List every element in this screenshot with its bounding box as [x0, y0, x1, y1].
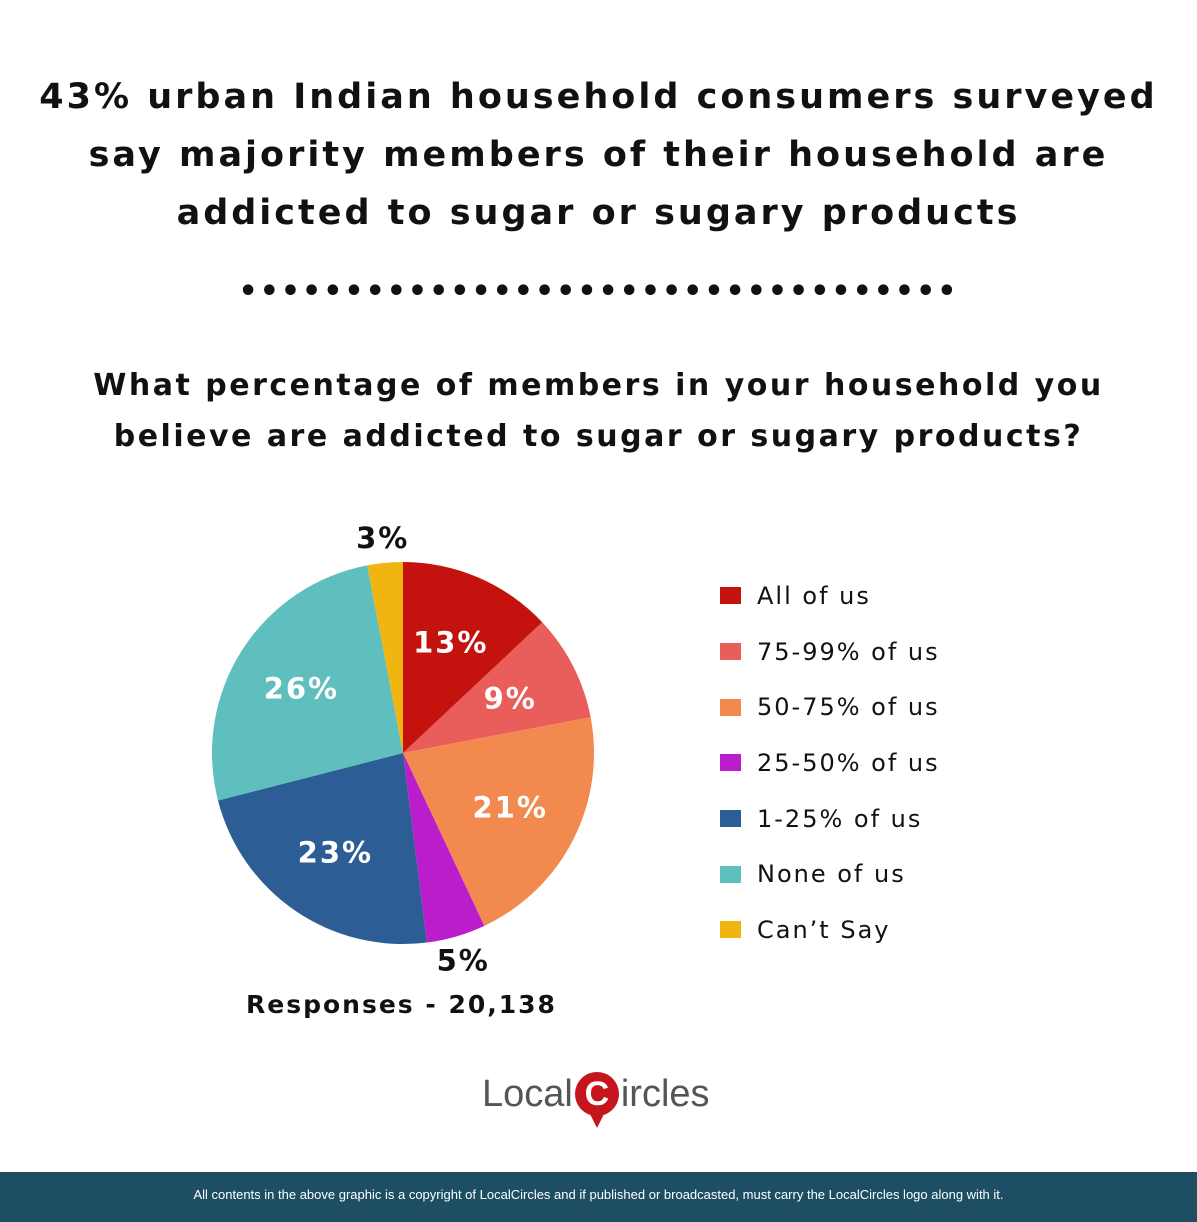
- copyright-footer: All contents in the above graphic is a c…: [0, 1172, 1197, 1222]
- legend-swatch: [720, 921, 741, 939]
- pie-slice-6: [367, 562, 403, 753]
- legend-swatch: [720, 754, 741, 772]
- localcircles-logo: Local C ircles: [482, 1072, 710, 1128]
- slice-data-label: 9%: [484, 681, 537, 715]
- legend-item: None of us: [720, 846, 940, 902]
- legend-label: All of us: [757, 581, 871, 610]
- legend-label: 75-99% of us: [757, 637, 940, 666]
- logo-text: Local: [482, 1072, 573, 1115]
- legend-item: 75-99% of us: [720, 624, 940, 680]
- headline-line: 43% urban Indian household consumers sur…: [39, 77, 1158, 117]
- pie-slice-3: [403, 753, 485, 943]
- question-line: believe are addicted to sugar or sugary …: [113, 419, 1084, 454]
- headline: 43% urban Indian household consumers sur…: [0, 68, 1197, 242]
- pie-slice-4: [218, 753, 427, 944]
- headline-line: addicted to sugar or sugary products: [176, 193, 1021, 233]
- pie-slice-2: [403, 717, 595, 926]
- dot-separator: ••••••••••••••••••••••••••••••••••: [238, 274, 959, 309]
- pie-slice-5: [212, 565, 403, 801]
- slice-data-label: 3%: [356, 521, 409, 555]
- legend-label: 25-50% of us: [757, 748, 940, 777]
- legend-swatch: [720, 643, 741, 661]
- legend-item: Can’t Say: [720, 902, 940, 958]
- slice-data-label: 13%: [413, 626, 488, 660]
- legend-swatch: [720, 587, 741, 605]
- legend-item: 50-75% of us: [720, 679, 940, 735]
- legend-item: All of us: [720, 568, 940, 624]
- legend-label: Can’t Say: [757, 915, 891, 944]
- question-line: What percentage of members in your house…: [93, 368, 1104, 403]
- legend-swatch: [720, 698, 741, 716]
- legend-swatch: [720, 810, 741, 828]
- slice-data-label: 5%: [437, 943, 490, 977]
- logo-pin-icon: C: [574, 1072, 619, 1128]
- legend-label: None of us: [757, 860, 906, 889]
- legend-swatch: [720, 865, 741, 883]
- headline-line: say majority members of their household …: [88, 135, 1109, 175]
- slice-data-label: 23%: [298, 836, 373, 870]
- logo-text: ircles: [620, 1072, 710, 1115]
- pie-slice-0: [403, 562, 543, 753]
- legend-item: 25-50% of us: [720, 735, 940, 791]
- responses-count: Responses - 20,138: [246, 990, 557, 1019]
- question: What percentage of members in your house…: [0, 360, 1197, 462]
- legend-item: 1-25% of us: [720, 791, 940, 847]
- slice-data-label: 21%: [473, 791, 548, 825]
- legend-label: 1-25% of us: [757, 804, 923, 833]
- legend-label: 50-75% of us: [757, 693, 940, 722]
- legend: All of us 75-99% of us 50-75% of us 25-50% …: [720, 568, 940, 958]
- slice-data-label: 26%: [264, 672, 339, 706]
- pie-slice-1: [403, 622, 591, 753]
